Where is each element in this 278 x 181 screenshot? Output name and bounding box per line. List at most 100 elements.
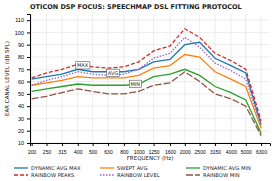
legend-item: DYNAMIC AVG MIN — [186, 165, 251, 171]
x-tick: 500 — [89, 143, 98, 155]
y-tick-mark — [27, 32, 30, 33]
x-tick: 630 — [104, 143, 113, 155]
x-tick-mark — [215, 143, 216, 146]
y-tick-label: 60 — [18, 79, 24, 85]
y-tick-label: 100 — [15, 30, 24, 36]
annotation-text: MIN — [131, 81, 141, 87]
x-tick-label: 2000 — [180, 149, 191, 155]
y-tick-mark — [27, 82, 30, 83]
y-grid-line — [30, 20, 270, 21]
legend-label: DYNAMIC AVG MAX — [31, 165, 81, 171]
x-tick-label: 400 — [74, 149, 83, 155]
x-tick-mark — [231, 143, 232, 146]
legend-label: DYNAMIC AVG MIN — [203, 165, 251, 171]
x-grid-line — [199, 14, 200, 143]
y-tick: 60 — [18, 79, 30, 85]
x-grid-line — [184, 14, 185, 143]
series-line — [32, 69, 261, 133]
y-tick-mark — [27, 143, 30, 144]
y-tick: 30 — [18, 116, 30, 122]
x-tick-label: 4000 — [226, 149, 237, 155]
x-tick: 400 — [74, 143, 83, 155]
y-grid-line — [30, 32, 270, 33]
x-tick-label: 1000 — [134, 149, 145, 155]
y-tick-label: 80 — [18, 54, 24, 60]
y-tick: 20 — [18, 128, 30, 134]
x-axis-line — [31, 144, 271, 147]
y-tick: 50 — [18, 91, 30, 97]
x-tick: 1600 — [165, 143, 176, 155]
legend-label: RAINBOW MIN — [203, 172, 240, 178]
annotation: MAX — [76, 62, 90, 69]
legend-swatch — [14, 174, 28, 175]
y-tick-label: 50 — [18, 91, 24, 97]
y-tick-label: 70 — [18, 67, 24, 73]
x-tick-mark — [200, 143, 201, 146]
legend-item: RAINBOW PEAKS — [14, 172, 74, 178]
x-tick-mark — [261, 143, 262, 146]
x-tick: 315 — [58, 143, 67, 155]
x-tick-mark — [108, 143, 109, 146]
y-tick: 100 — [15, 30, 30, 36]
y-tick-mark — [27, 20, 30, 21]
y-tick-mark — [27, 69, 30, 70]
y-tick: 10 — [18, 140, 30, 146]
annotation: MIN — [129, 80, 141, 87]
series-line — [32, 42, 261, 124]
x-grid-line — [46, 14, 47, 143]
y-tick-label: 30 — [18, 116, 24, 122]
x-grid-line — [245, 14, 246, 143]
x-tick-mark — [32, 143, 33, 146]
grid — [30, 14, 270, 143]
x-tick-mark — [170, 143, 171, 146]
x-grid-line — [61, 14, 62, 143]
x-tick-mark — [93, 143, 94, 146]
x-tick-label: 3150 — [210, 149, 221, 155]
series-line — [32, 72, 261, 136]
annotation-text: MAX — [77, 62, 89, 68]
x-grid-line — [215, 14, 216, 143]
y-tick: 110 — [15, 17, 30, 23]
x-tick-label: 2500 — [195, 149, 206, 155]
y-tick-mark — [27, 106, 30, 107]
y-tick: 40 — [18, 103, 30, 109]
annotation-box — [76, 62, 90, 69]
y-tick: 90 — [18, 42, 30, 48]
legend-item: RAINBOW MIN — [186, 172, 240, 178]
x-tick: 1250 — [148, 143, 159, 155]
legend-swatch — [100, 174, 114, 175]
x-tick: 1000 — [134, 143, 145, 155]
x-tick: 2500 — [195, 143, 206, 155]
y-tick-mark — [27, 45, 30, 46]
x-tick-label: 630 — [104, 149, 113, 155]
x-tick: 200 — [28, 143, 37, 155]
y-tick-label: 10 — [18, 140, 24, 146]
annotation: AVG — [107, 69, 120, 76]
y-tick-label: 110 — [15, 17, 24, 23]
x-tick: 800 — [120, 143, 129, 155]
y-axis-line — [27, 15, 31, 144]
x-tick-label: 1600 — [165, 149, 176, 155]
x-tick-mark — [78, 143, 79, 146]
y-tick-label: 90 — [18, 42, 24, 48]
x-tick-mark — [139, 143, 140, 146]
series-line — [32, 37, 261, 125]
x-tick-label: 1250 — [148, 149, 159, 155]
annotation-box — [107, 69, 120, 76]
x-tick-mark — [185, 143, 186, 146]
plot: 200 250 315 400 500 630 800 10001250 1600 2000 250… — [15, 14, 271, 155]
legend-swatch — [100, 167, 114, 168]
x-grid-line — [169, 14, 170, 143]
x-tick-label: 800 — [120, 149, 129, 155]
legend-swatch — [186, 167, 200, 168]
y-grid-line — [30, 118, 270, 119]
y-tick-mark — [27, 131, 30, 132]
x-tick-mark — [47, 143, 48, 146]
y-tick-label: 20 — [18, 128, 24, 134]
x-tick: 3150 — [210, 143, 221, 155]
x-tick: 250 — [43, 143, 52, 155]
x-axis-title: FREQUENCY (Hz) — [127, 155, 174, 161]
lines — [32, 29, 261, 136]
y-grid-line — [30, 130, 270, 131]
legend-swatch — [186, 174, 200, 175]
